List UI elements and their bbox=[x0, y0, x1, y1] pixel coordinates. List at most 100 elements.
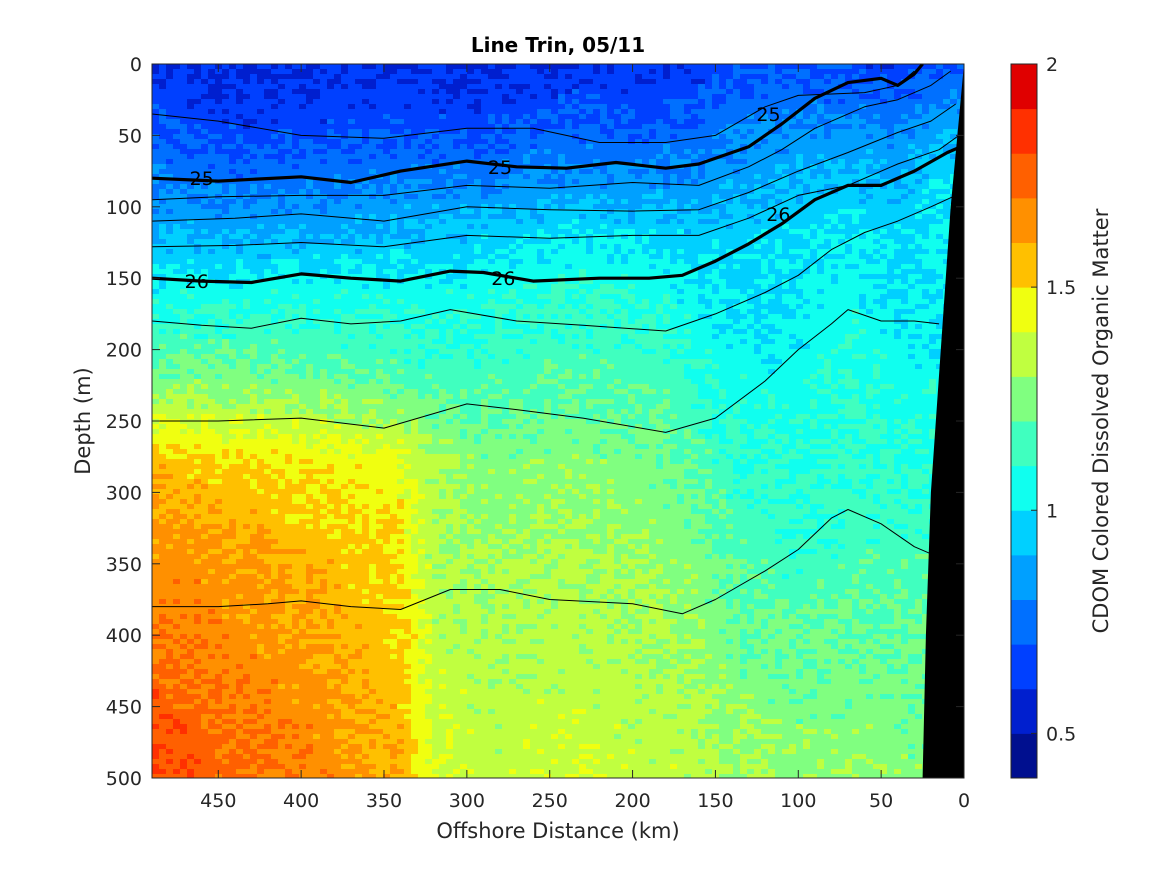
field-cell bbox=[264, 159, 272, 165]
field-cell bbox=[789, 154, 797, 160]
field-cell bbox=[537, 179, 545, 185]
field-cell bbox=[222, 169, 230, 175]
field-cell bbox=[677, 184, 685, 190]
field-cell bbox=[621, 144, 629, 150]
field-cell bbox=[908, 64, 916, 70]
field-cell bbox=[362, 99, 370, 105]
field-cell bbox=[467, 274, 475, 280]
field-cell bbox=[761, 94, 769, 100]
field-cell bbox=[880, 194, 888, 200]
field-cell bbox=[152, 264, 160, 270]
field-cell bbox=[635, 159, 643, 165]
field-cell bbox=[579, 134, 587, 140]
field-cell bbox=[600, 269, 608, 275]
field-cell bbox=[306, 159, 314, 165]
field-cell bbox=[439, 99, 447, 105]
field-cell bbox=[292, 64, 300, 70]
field-cell bbox=[635, 254, 643, 260]
field-cell bbox=[502, 154, 510, 160]
field-cell bbox=[740, 74, 748, 80]
field-cell bbox=[726, 199, 734, 205]
field-cell bbox=[390, 139, 398, 145]
field-cell bbox=[166, 279, 174, 285]
field-cell bbox=[243, 264, 251, 270]
field-cell bbox=[355, 119, 363, 125]
field-cell bbox=[481, 224, 489, 230]
field-cell bbox=[355, 199, 363, 205]
field-cell bbox=[775, 209, 783, 215]
field-cell bbox=[474, 254, 482, 260]
field-cell bbox=[761, 219, 769, 225]
field-cell bbox=[530, 199, 538, 205]
field-cell bbox=[411, 129, 419, 135]
field-cell bbox=[495, 229, 503, 235]
field-cell bbox=[509, 244, 517, 250]
field-cell bbox=[488, 204, 496, 210]
field-cell bbox=[299, 269, 307, 275]
field-cell bbox=[831, 99, 839, 105]
field-cell bbox=[243, 79, 251, 85]
field-cell bbox=[866, 164, 874, 170]
field-cell bbox=[152, 209, 160, 215]
field-cell bbox=[936, 99, 944, 105]
field-cell bbox=[733, 259, 741, 265]
field-cell bbox=[719, 259, 727, 265]
field-cell bbox=[320, 219, 328, 225]
field-cell bbox=[740, 99, 748, 105]
field-cell bbox=[236, 254, 244, 260]
field-cell bbox=[838, 79, 846, 85]
field-cell bbox=[691, 229, 699, 235]
field-cell bbox=[355, 84, 363, 90]
field-cell bbox=[180, 109, 188, 115]
field-cell bbox=[656, 169, 664, 175]
field-cell bbox=[397, 269, 405, 275]
field-cell bbox=[523, 249, 531, 255]
field-cell bbox=[236, 159, 244, 165]
field-cell bbox=[922, 254, 930, 260]
field-cell bbox=[586, 69, 594, 75]
field-cell bbox=[887, 169, 895, 175]
field-cell bbox=[943, 169, 951, 175]
field-cell bbox=[810, 139, 818, 145]
field-cell bbox=[887, 274, 895, 280]
field-cell bbox=[376, 254, 384, 260]
field-cell bbox=[754, 124, 762, 130]
field-cell bbox=[635, 244, 643, 250]
field-cell bbox=[432, 79, 440, 85]
field-cell bbox=[698, 119, 706, 125]
field-cell bbox=[607, 149, 615, 155]
field-cell bbox=[901, 84, 909, 90]
field-cell bbox=[768, 109, 776, 115]
field-cell bbox=[250, 104, 258, 110]
field-cell bbox=[257, 249, 265, 255]
field-cell bbox=[873, 144, 881, 150]
field-cell bbox=[593, 229, 601, 235]
field-cell bbox=[887, 249, 895, 255]
field-cell bbox=[488, 74, 496, 80]
field-cell bbox=[166, 209, 174, 215]
field-cell bbox=[635, 124, 643, 130]
field-cell bbox=[509, 229, 517, 235]
field-cell bbox=[607, 164, 615, 170]
field-cell bbox=[803, 269, 811, 275]
field-cell bbox=[810, 134, 818, 140]
field-cell bbox=[698, 254, 706, 260]
field-cell bbox=[670, 89, 678, 95]
field-cell bbox=[586, 139, 594, 145]
field-cell bbox=[460, 244, 468, 250]
field-cell bbox=[334, 164, 342, 170]
field-cell bbox=[376, 79, 384, 85]
field-cell bbox=[565, 189, 573, 195]
field-cell bbox=[355, 274, 363, 280]
field-cell bbox=[565, 99, 573, 105]
field-cell bbox=[845, 269, 853, 275]
field-cell bbox=[530, 69, 538, 75]
field-cell bbox=[432, 259, 440, 265]
field-cell bbox=[341, 254, 349, 260]
field-cell bbox=[579, 219, 587, 225]
field-cell bbox=[852, 149, 860, 155]
field-cell bbox=[467, 264, 475, 270]
field-cell bbox=[551, 79, 559, 85]
field-cell bbox=[579, 204, 587, 210]
field-cell bbox=[292, 239, 300, 245]
